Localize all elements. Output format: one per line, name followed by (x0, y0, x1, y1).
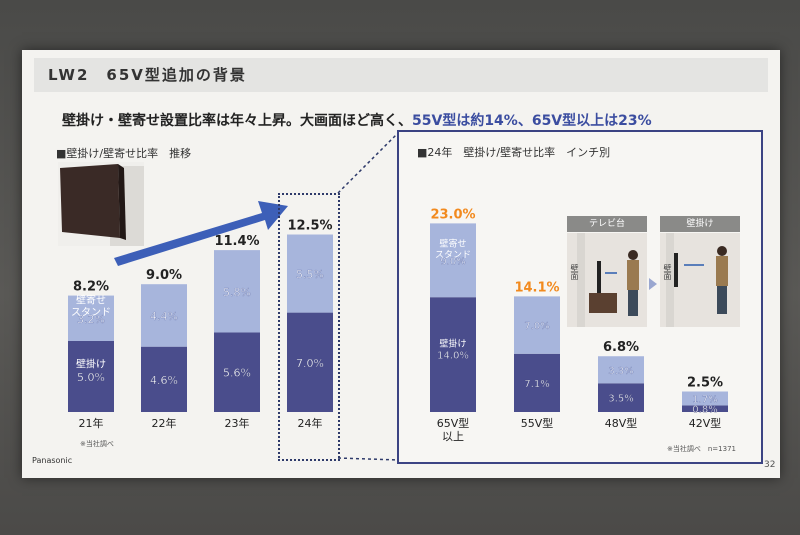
title-bar: LW2 65V型追加の背景 (34, 58, 768, 92)
wall-stand-value-label: 7.0% (524, 321, 549, 332)
category-label: 55V型 (521, 416, 554, 430)
wall-mount-value-label: 3.5% (608, 394, 633, 405)
wall-mount-value-label: 4.6% (150, 374, 178, 387)
headline-main: 壁掛け・壁寄せ設置比率は年々上昇。大画面ほど高く、 (62, 113, 412, 129)
category-label: 48V型 (605, 416, 638, 430)
total-value-label: 14.1% (514, 280, 559, 295)
category-label: 以上 (442, 430, 464, 443)
page-number: 32 (764, 460, 776, 470)
installation-illustration: テレビ台 壁掛け (567, 216, 742, 331)
illustration-arrow (649, 278, 657, 290)
zoom-highlight-box (278, 193, 340, 461)
total-value-label: 8.2% (73, 280, 109, 295)
wall-stand-series-label-line2: スタンド (71, 306, 111, 318)
bar-wall-stand (430, 223, 476, 298)
total-value-label: 2.5% (687, 376, 723, 391)
wall-stand-value-label: 5.5% (296, 268, 324, 281)
bar-wall-stand (682, 391, 728, 406)
wall-mount-scene (660, 233, 740, 327)
category-label: 21年 (79, 416, 104, 430)
category-label: 24年 (298, 416, 323, 430)
bar-wall-stand (287, 234, 333, 313)
wall-stand-series-label-line1: 壁寄せ (76, 293, 106, 306)
bar-wall-stand (598, 356, 644, 384)
wall-mount-value-label: 5.6% (223, 367, 251, 380)
presentation-slide: LW2 65V型追加の背景 壁掛け・壁寄せ設置比率は年々上昇。大画面ほど高く、5… (22, 50, 780, 478)
left-bar-chart: 5.0% 3.2% 8.2% 21年 4.6% 4.4% 9.0% 22年 5.6% 5.8% 11… (68, 219, 333, 430)
wall-stand-series-label-line2: スタンド (435, 249, 471, 260)
wall-mount-series-label: 壁掛け (76, 358, 106, 371)
category-label: 23年 (225, 416, 250, 430)
wall-mount-value-label: 14.0% (437, 351, 469, 362)
bar-wall-mount (682, 405, 728, 412)
total-value-label: 12.5% (287, 219, 332, 234)
total-value-label: 23.0% (430, 207, 475, 222)
survey-note-left: ※当社調べ (80, 440, 114, 448)
bar-wall-mount (214, 332, 260, 412)
category-label: 42V型 (689, 416, 722, 430)
wall-mount-value-label: 5.0% (77, 371, 105, 384)
wall-stand-value-label: 4.4% (150, 310, 178, 323)
right-chart-subtitle: ■24年 壁掛け/壁寄せ比率 インチ別 (417, 146, 611, 159)
bar-wall-mount (598, 383, 644, 412)
category-label: 65V型 (437, 416, 470, 430)
category-label: 22年 (152, 416, 177, 430)
survey-note-right: ※当社調べ n=1371 (667, 445, 736, 453)
wall-tv-photo (58, 162, 144, 246)
growth-arrow (114, 201, 288, 266)
headline: 壁掛け・壁寄せ設置比率は年々上昇。大画面ほど高く、55V型は約14%、65V型以… (62, 110, 652, 130)
tv-stand-scene (567, 233, 647, 327)
bar-wall-mount (287, 312, 333, 412)
wall-mount-series-label: 壁掛け (439, 338, 466, 350)
zoom-connector-lines (337, 131, 400, 461)
wall-label-1: 壁面 (570, 264, 579, 280)
wall-mount-value-label: 0.8% (692, 405, 717, 416)
bar-wall-stand (514, 296, 560, 354)
bar-wall-mount (514, 353, 560, 412)
wall-stand-value-label: 1.7% (692, 394, 717, 405)
bar-wall-mount (68, 341, 114, 412)
bar-wall-stand (214, 250, 260, 333)
wall-stand-value-label: 5.8% (223, 286, 251, 299)
headline-highlight: 55V型は約14%、65V型以上は23% (412, 113, 652, 129)
bar-wall-stand (141, 284, 187, 347)
wall-mount-value-label: 7.1% (524, 379, 549, 390)
total-value-label: 6.8% (603, 340, 639, 355)
wall-mount-caption: 壁掛け (660, 216, 740, 232)
wall-mount-value-label: 7.0% (296, 357, 324, 370)
total-value-label: 11.4% (214, 234, 259, 249)
slide-title: LW2 65V型追加の背景 (48, 66, 247, 84)
right-bar-chart: 14.0% 9.0% 23.0% 65V型以上 7.1% 7.0% 14.1% 55V型 3.5… (430, 207, 728, 443)
brand-logo-text: Panasonic (32, 456, 73, 465)
total-value-label: 9.0% (146, 268, 182, 283)
bar-wall-mount (141, 346, 187, 412)
wall-label-2: 壁面 (663, 264, 672, 280)
bar-wall-stand (68, 295, 114, 341)
bar-wall-mount (430, 297, 476, 412)
wall-stand-series-label-line1: 壁寄せ (439, 237, 466, 249)
wall-stand-value-label: 3.2% (77, 313, 105, 326)
tv-stand-caption: テレビ台 (567, 216, 647, 232)
left-chart-subtitle: ■壁掛け/壁寄せ比率 推移 (56, 147, 192, 160)
wall-stand-value-label: 9.0% (440, 256, 465, 267)
wall-stand-value-label: 3.3% (608, 366, 633, 377)
